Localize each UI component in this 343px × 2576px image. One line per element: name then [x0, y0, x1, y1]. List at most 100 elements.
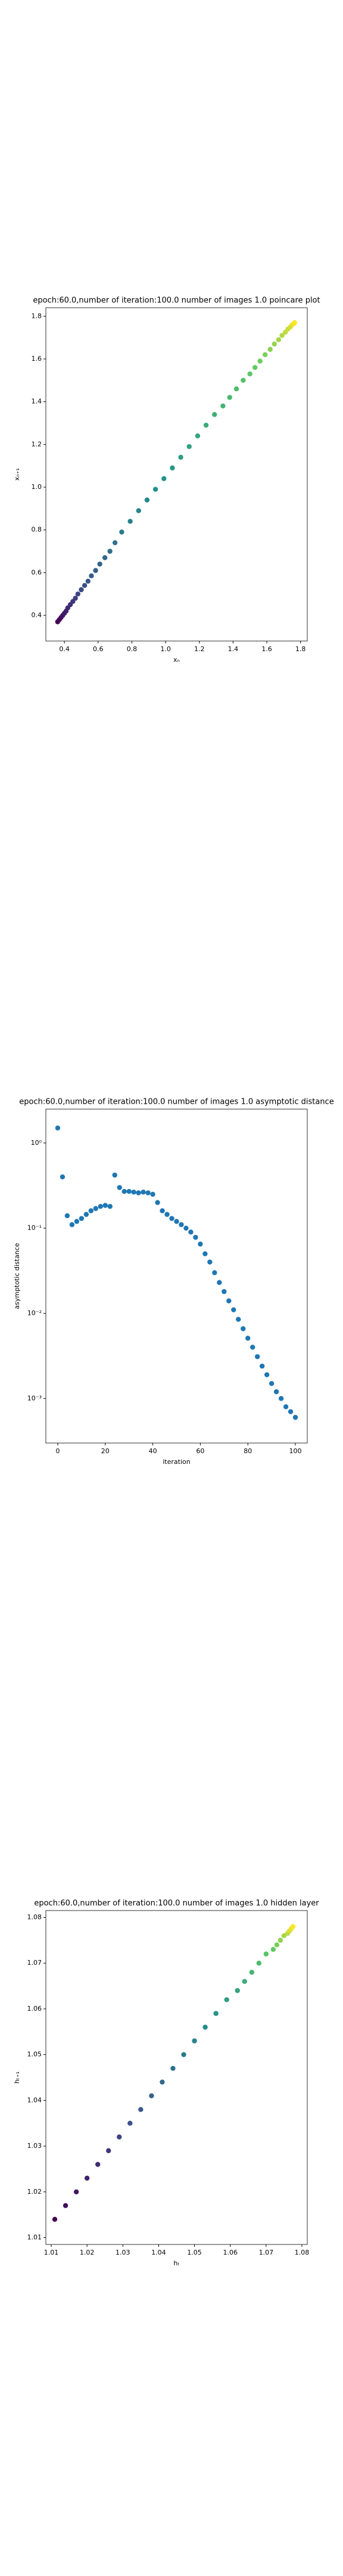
point [117, 2134, 122, 2140]
point [69, 1222, 75, 1227]
point [52, 2216, 58, 2222]
point [164, 1212, 170, 1217]
point [73, 596, 78, 601]
point [160, 1208, 165, 1213]
point [233, 386, 239, 392]
point [64, 1213, 70, 1218]
x-tick-label: 1.01 [44, 2249, 59, 2256]
point [279, 333, 285, 338]
x-tick-label: 1.0 [160, 645, 171, 653]
point [242, 1979, 247, 1984]
y-tick-label: 1.01 [27, 2233, 42, 2241]
y-axis-label: asymptotic distance [13, 1243, 21, 1309]
point [193, 1234, 198, 1240]
y-tick-label: 1.2 [32, 440, 42, 448]
point [217, 1280, 222, 1286]
y-tick-label: 0.6 [32, 568, 42, 576]
point [112, 1172, 117, 1178]
x-axis-label: iteration [163, 1458, 190, 1466]
point [245, 1336, 251, 1341]
point [290, 1924, 296, 1930]
x-tick-label: 0.4 [59, 645, 70, 653]
y-tick-label: 1.07 [27, 1959, 42, 1967]
y-tick-label: 1.6 [32, 355, 42, 363]
chart: epoch:60.0,number of iteration:100.0 num… [13, 1098, 334, 1466]
x-tick-label: 1.2 [194, 645, 205, 653]
x-tick-label: 100 [289, 1447, 302, 1455]
point [183, 1225, 189, 1231]
x-axis-label: hₜ [173, 2259, 179, 2267]
point [73, 2189, 79, 2194]
x-tick-label: 1.05 [187, 2249, 202, 2256]
point [174, 1219, 179, 1224]
point [277, 1937, 283, 1943]
point [292, 1414, 298, 1420]
chart: epoch:60.0,number of iteration:100.0 num… [13, 296, 320, 664]
y-tick-label: 10⁰ [31, 1139, 42, 1147]
point [145, 1190, 151, 1196]
y-tick-label: 1.05 [27, 2051, 42, 2058]
point [97, 561, 102, 567]
point [131, 1190, 136, 1195]
point [74, 1219, 80, 1224]
y-axis-label: xₙ₊₁ [13, 468, 21, 481]
point [126, 1188, 132, 1194]
y-axis-label: hₜ₊₁ [13, 2072, 21, 2083]
point [188, 1229, 194, 1235]
plot-frame [45, 1910, 308, 2245]
y-tick-label: 0.4 [32, 611, 42, 619]
point [212, 411, 217, 417]
point [112, 540, 118, 546]
point [161, 476, 167, 481]
point [259, 1363, 265, 1369]
point [106, 2148, 111, 2153]
point [202, 2024, 208, 2030]
point [276, 337, 282, 342]
point [272, 341, 277, 347]
point [136, 508, 141, 513]
plot-frame [45, 307, 308, 642]
point [235, 1988, 240, 1993]
point [273, 1389, 279, 1395]
point [267, 346, 273, 352]
point [198, 1241, 203, 1247]
y-tick-label: 10⁻³ [27, 1394, 42, 1402]
point [288, 1409, 294, 1414]
point [256, 1961, 262, 1966]
point [93, 568, 98, 573]
y-tick-label: 10⁻¹ [27, 1224, 42, 1232]
point [88, 1208, 94, 1213]
point [247, 371, 252, 377]
point [257, 358, 263, 364]
point [79, 1216, 85, 1221]
x-tick-label: 1.4 [228, 645, 239, 653]
point [213, 2011, 219, 2016]
chart-title: epoch:60.0,number of iteration:100.0 num… [33, 296, 320, 305]
chart-title: epoch:60.0,number of iteration:100.0 num… [34, 1899, 319, 1908]
x-tick-label: 1.6 [261, 645, 272, 653]
point [170, 2066, 176, 2071]
point [152, 487, 158, 492]
point [212, 1270, 217, 1275]
point [127, 519, 133, 524]
point [226, 1298, 232, 1304]
point [75, 591, 81, 597]
chart: epoch:60.0,number of iteration:100.0 num… [13, 1899, 319, 2268]
point [63, 2203, 68, 2208]
point [89, 573, 94, 578]
x-axis-label: xₙ [173, 656, 180, 664]
point [179, 1222, 184, 1227]
y-tick-label: 1.08 [27, 1914, 42, 1921]
point [292, 320, 297, 326]
point [250, 1345, 255, 1350]
x-tick-label: 80 [244, 1447, 252, 1455]
point [186, 444, 192, 450]
point [195, 433, 201, 439]
point [169, 1216, 174, 1221]
y-tick-label: 10⁻² [27, 1309, 42, 1317]
y-tick-label: 1.4 [32, 398, 42, 405]
y-tick-label: 1.02 [27, 2188, 42, 2196]
point [119, 530, 124, 535]
point [192, 2038, 197, 2044]
